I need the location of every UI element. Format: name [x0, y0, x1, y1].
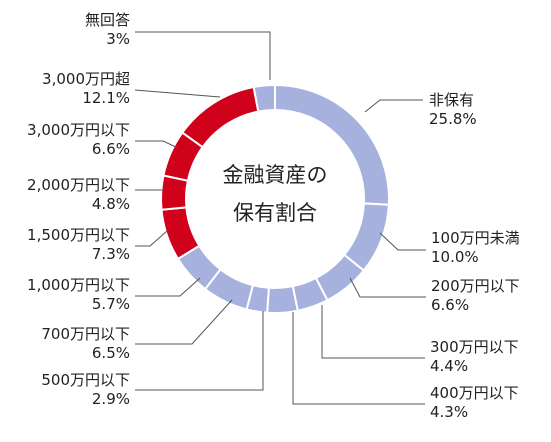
donut-slice-12	[252, 83, 276, 113]
slice-value-label: 6.5%	[92, 344, 130, 362]
slice-value-label: 6.6%	[92, 140, 130, 158]
slice-name-label: 400万円以下	[430, 384, 519, 402]
donut-slice-11	[180, 85, 260, 149]
slice-name-label: 無回答	[85, 11, 130, 29]
slice-value-label: 5.7%	[92, 295, 130, 313]
leader-line-4	[292, 312, 425, 405]
leader-line-6	[135, 299, 233, 345]
center-title-line: 保有割合	[233, 201, 317, 225]
slice-name-label: 100万円未満	[431, 229, 520, 247]
slice-value-label: 7.3%	[92, 245, 130, 263]
slice-value-label: 4.3%	[430, 403, 468, 421]
leader-line-1	[379, 232, 426, 251]
slice-name-label: 3,000万円以下	[27, 121, 130, 139]
slice-name-label: 1,500万円以下	[27, 226, 130, 244]
donut-slice-4	[266, 285, 299, 314]
center-title-line: 金融資産の	[223, 163, 328, 187]
leader-line-0	[364, 99, 423, 113]
slice-value-label: 2.9%	[92, 390, 130, 408]
slice-value-label: 3%	[106, 30, 130, 48]
slice-value-label: 12.1%	[82, 89, 130, 107]
slice-value-label: 6.6%	[431, 296, 469, 314]
slice-name-label: 1,000万円以下	[27, 276, 130, 294]
slice-value-label: 4.8%	[92, 195, 130, 213]
slice-name-label: 500万円以下	[41, 371, 130, 389]
leader-line-2	[349, 277, 426, 298]
leader-line-8	[135, 230, 168, 247]
leader-line-3	[321, 305, 425, 359]
slice-name-label: 700万円以下	[41, 325, 130, 343]
slice-name-label: 非保有	[429, 91, 474, 109]
leader-line-11	[134, 89, 221, 98]
slice-value-label: 10.0%	[431, 248, 479, 266]
slice-name-label: 3,000万円超	[42, 70, 130, 88]
slice-name-label: 200万円以下	[431, 277, 520, 295]
leader-line-5	[135, 311, 264, 391]
leader-line-12	[135, 31, 271, 80]
leader-line-7	[135, 277, 201, 297]
leader-line-10	[135, 140, 179, 149]
slice-value-label: 4.4%	[430, 357, 468, 375]
slice-value-label: 25.8%	[429, 110, 477, 128]
slice-name-label: 300万円以下	[430, 338, 519, 356]
slice-name-label: 2,000万円以下	[27, 176, 130, 194]
